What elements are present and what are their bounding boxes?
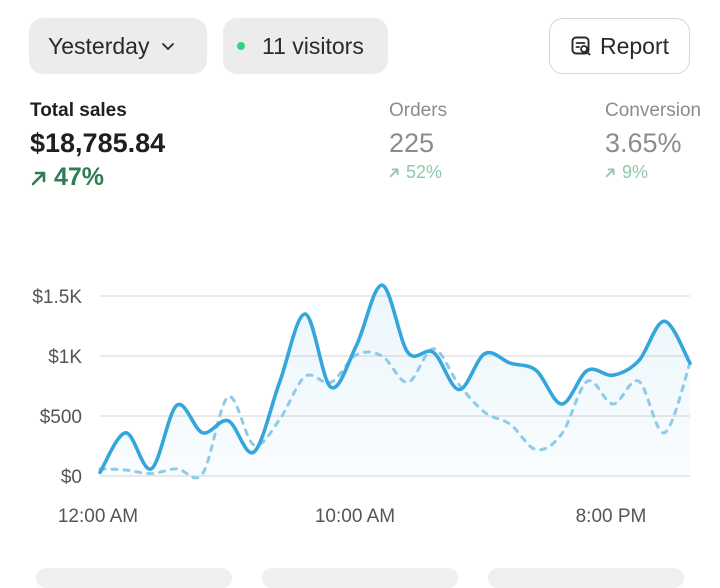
conversion-value: 3.65% — [605, 127, 701, 159]
orders-change-value: 52% — [406, 162, 442, 183]
total-sales-value: $18,785.84 — [30, 127, 165, 159]
conversion-label: Conversion — [605, 100, 701, 122]
y-tick-label: $1.5K — [32, 287, 82, 308]
date-range-selector[interactable]: Yesterday — [29, 18, 207, 74]
y-tick-label: $1K — [48, 347, 82, 368]
arrow-up-right-icon — [389, 167, 400, 178]
chevron-down-icon — [161, 39, 175, 53]
sales-line-chart[interactable]: $0 $500 $1K $1.5K 12:00 AM 10:00 AM 8:00 PM — [0, 260, 720, 540]
total-sales-label: Total sales — [30, 100, 165, 122]
conversion-metric[interactable]: Conversion 3.65% 9% — [605, 100, 701, 183]
arrow-up-right-icon — [30, 169, 48, 187]
conversion-change: 9% — [605, 162, 701, 183]
live-dot-icon — [237, 42, 245, 50]
orders-value: 225 — [389, 127, 447, 159]
window-corner — [686, 0, 720, 34]
x-tick-label: 10:00 AM — [315, 506, 395, 527]
visitors-count: 11 visitors — [262, 33, 364, 60]
x-tick-label: 12:00 AM — [58, 506, 138, 527]
report-button[interactable]: Report — [549, 18, 690, 74]
bottom-card[interactable] — [36, 568, 232, 588]
report-icon — [570, 35, 592, 57]
x-tick-label: 8:00 PM — [576, 506, 647, 527]
orders-label: Orders — [389, 100, 447, 122]
live-visitors-chip[interactable]: 11 visitors — [223, 18, 388, 74]
date-range-label: Yesterday — [48, 33, 149, 60]
total-sales-change-value: 47% — [54, 163, 104, 192]
conversion-change-value: 9% — [622, 162, 648, 183]
arrow-up-right-icon — [605, 167, 616, 178]
total-sales-metric[interactable]: Total sales $18,785.84 47% — [30, 100, 165, 192]
orders-change: 52% — [389, 162, 447, 183]
bottom-card[interactable] — [488, 568, 684, 588]
total-sales-change: 47% — [30, 163, 165, 192]
report-label: Report — [600, 33, 669, 60]
y-tick-label: $0 — [61, 467, 82, 488]
y-tick-label: $500 — [40, 407, 82, 428]
bottom-card[interactable] — [262, 568, 458, 588]
orders-metric[interactable]: Orders 225 52% — [389, 100, 447, 183]
